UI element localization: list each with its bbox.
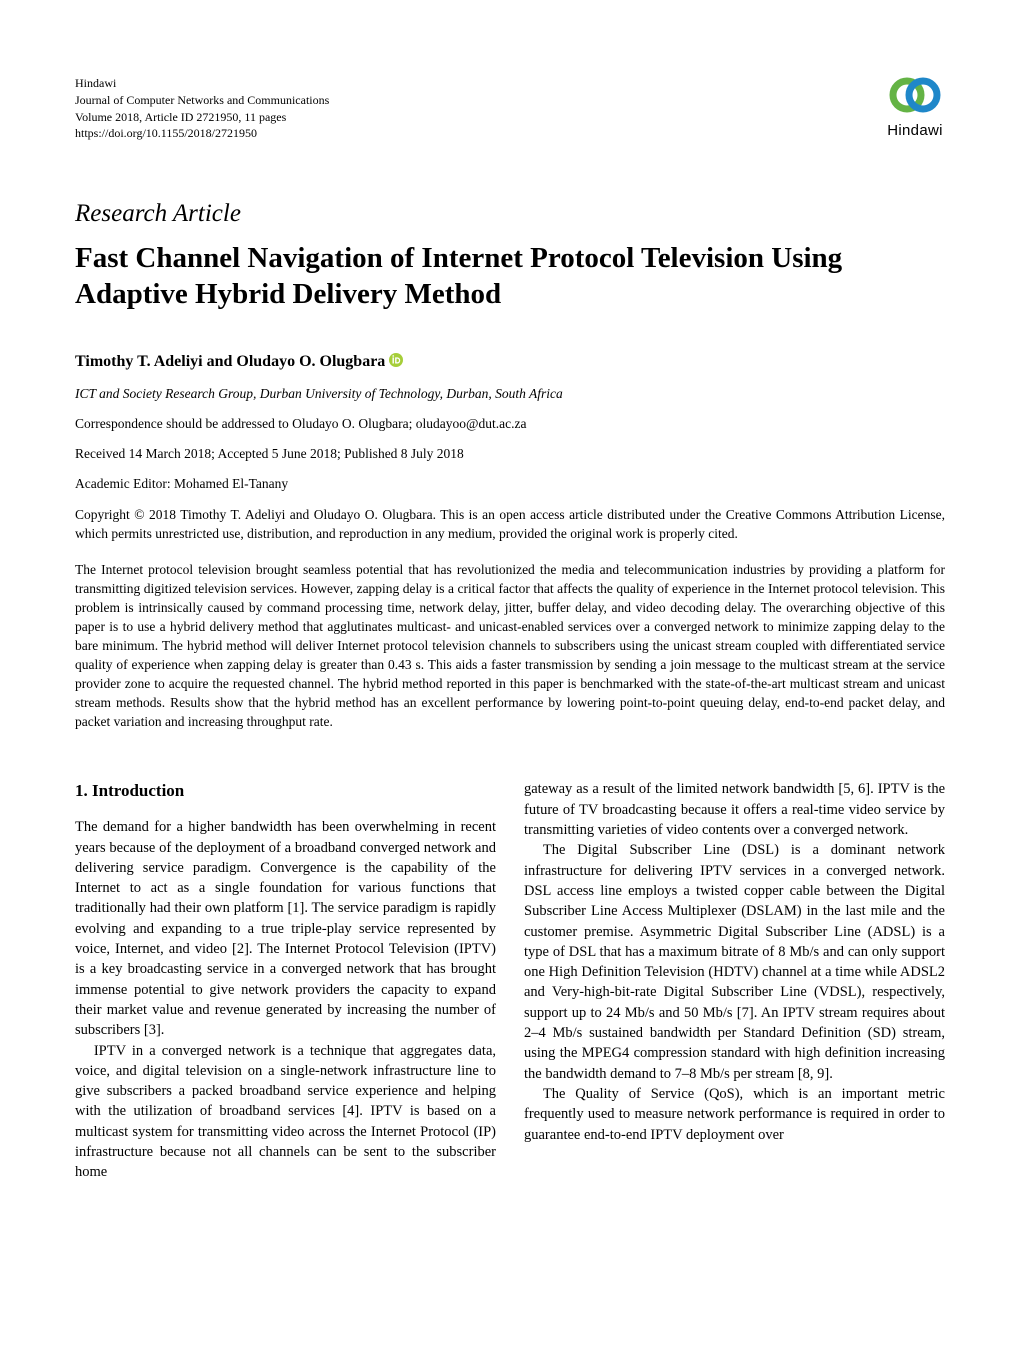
authors-text: Timothy T. Adeliyi and Oludayo O. Olugba… — [75, 353, 385, 370]
section-heading-introduction: 1. Introduction — [75, 779, 496, 803]
body-paragraph: The Quality of Service (QoS), which is a… — [524, 1084, 945, 1145]
volume-line: Volume 2018, Article ID 2721950, 11 page… — [75, 109, 329, 126]
body-columns: 1. Introduction The demand for a higher … — [75, 779, 945, 1182]
publisher-logo: Hindawi — [885, 75, 945, 139]
correspondence: Correspondence should be addressed to Ol… — [75, 416, 945, 432]
column-right: gateway as a result of the limited netwo… — [524, 779, 945, 1182]
publisher-info-block: Hindawi Journal of Computer Networks and… — [75, 75, 329, 142]
body-paragraph: gateway as a result of the limited netwo… — [524, 779, 945, 840]
abstract: The Internet protocol television brought… — [75, 561, 945, 731]
body-paragraph: IPTV in a converged network is a techniq… — [75, 1041, 496, 1183]
page-header: Hindawi Journal of Computer Networks and… — [75, 75, 945, 142]
hindawi-rings-icon — [885, 75, 945, 115]
copyright-notice: Copyright © 2018 Timothy T. Adeliyi and … — [75, 506, 945, 544]
doi-line: https://doi.org/10.1155/2018/2721950 — [75, 125, 329, 142]
publication-dates: Received 14 March 2018; Accepted 5 June … — [75, 446, 945, 462]
body-paragraph: The Digital Subscriber Line (DSL) is a d… — [524, 840, 945, 1084]
orcid-icon — [389, 353, 403, 372]
body-paragraph: The demand for a higher bandwidth has be… — [75, 817, 496, 1040]
journal-name: Journal of Computer Networks and Communi… — [75, 92, 329, 109]
academic-editor: Academic Editor: Mohamed El-Tanany — [75, 476, 945, 492]
publisher-logo-text: Hindawi — [885, 122, 945, 139]
article-type: Research Article — [75, 200, 945, 228]
publisher-name: Hindawi — [75, 75, 329, 92]
authors-line: Timothy T. Adeliyi and Oludayo O. Olugba… — [75, 353, 945, 372]
column-left: 1. Introduction The demand for a higher … — [75, 779, 496, 1182]
article-title: Fast Channel Navigation of Internet Prot… — [75, 240, 945, 313]
affiliation: ICT and Society Research Group, Durban U… — [75, 386, 945, 402]
